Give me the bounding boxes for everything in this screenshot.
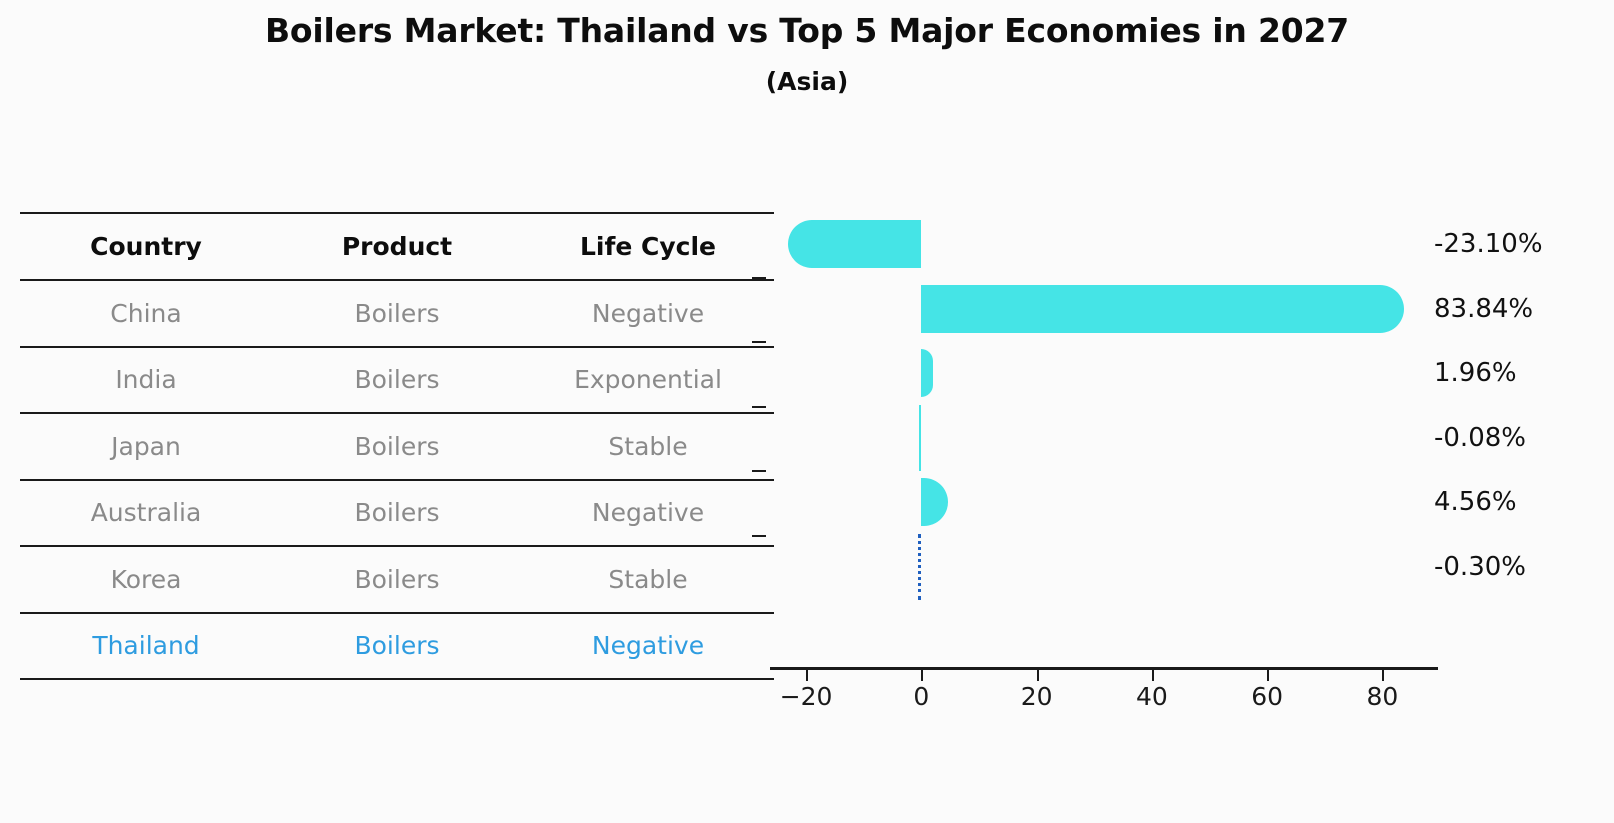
country-cell: Thailand <box>20 612 272 680</box>
x-axis-tick-label: 0 <box>913 682 930 711</box>
y-axis-tick <box>752 212 766 214</box>
bar-india[interactable] <box>921 284 1405 333</box>
product-cell: Boilers <box>272 346 522 414</box>
bar-japan[interactable] <box>921 349 933 398</box>
value-label: -0.08% <box>1434 422 1526 453</box>
x-axis-tick-label: 20 <box>1020 682 1053 711</box>
bar-australia[interactable] <box>919 404 922 471</box>
title-block: Boilers Market: Thailand vs Top 5 Major … <box>0 10 1614 96</box>
life-cycle-cell: Negative <box>522 479 774 547</box>
y-axis-tick <box>752 276 766 279</box>
bar-row <box>752 470 1440 535</box>
x-axis-tick-label: −20 <box>779 682 833 711</box>
x-axis-tick <box>921 670 924 681</box>
x-axis-tick-label: 40 <box>1135 682 1168 711</box>
value-label: 4.56% <box>1434 487 1517 517</box>
table-row: China Boilers Negative <box>20 280 774 348</box>
value-label: 1.96% <box>1434 358 1517 388</box>
country-cell: India <box>20 346 272 414</box>
bar-korea[interactable] <box>921 478 948 527</box>
country-matrix-table: Country Product Life Cycle China Boilers N… <box>20 212 774 680</box>
product-cell: Boilers <box>272 479 522 547</box>
product-cell: Boilers <box>272 612 522 680</box>
x-axis-tick <box>1036 670 1039 681</box>
bar-row <box>752 341 1440 406</box>
value-label: 83.84% <box>1434 293 1534 324</box>
bar-china[interactable] <box>788 220 922 269</box>
column-header-country: Country <box>20 212 272 281</box>
table-row: Japan Boilers Stable <box>20 413 774 481</box>
x-axis-tick <box>1151 670 1154 681</box>
life-cycle-cell: Exponential <box>522 346 774 414</box>
bar-row <box>752 404 1440 471</box>
product-cell: Boilers <box>272 546 522 614</box>
y-axis-tick <box>752 341 766 343</box>
bar-row <box>752 533 1440 600</box>
x-axis-line <box>770 667 1438 670</box>
country-cell: Korea <box>20 546 272 614</box>
column-header-product: Product <box>272 212 522 281</box>
life-cycle-cell: Negative <box>522 612 774 680</box>
x-axis-tick <box>1382 670 1385 681</box>
product-cell: Boilers <box>272 280 522 348</box>
matrix-table: Country Product Life Cycle China Boilers N… <box>20 212 774 680</box>
x-axis-tick-label: 60 <box>1251 682 1284 711</box>
value-label: -0.30% <box>1434 551 1526 582</box>
value-label-column: -23.10% 83.84% 1.96% -0.08% 4.56% -0.30% <box>1434 212 1614 599</box>
table-row: India Boilers Exponential <box>20 346 774 414</box>
bar-row <box>752 276 1440 342</box>
table-header-row: Country Product Life Cycle <box>20 212 774 281</box>
life-cycle-cell: Stable <box>522 546 774 614</box>
x-axis-tick-label: 80 <box>1366 682 1399 711</box>
country-cell: Australia <box>20 479 272 547</box>
page-title: Boilers Market: Thailand vs Top 5 Major … <box>264 11 1350 50</box>
y-axis-tick <box>752 534 766 537</box>
country-cell: China <box>20 280 272 348</box>
y-axis-tick <box>752 470 766 472</box>
table-body: China Boilers Negative India Boilers Exponent… <box>20 280 774 680</box>
column-header-life-cycle: Life Cycle <box>522 212 774 281</box>
table-row: Thailand Boilers Negative <box>20 612 774 680</box>
table-row: Australia Boilers Negative <box>20 479 774 547</box>
life-cycle-cell: Stable <box>522 413 774 481</box>
x-axis-tick <box>806 670 809 681</box>
bar-thailand[interactable] <box>918 533 922 600</box>
y-axis-tick <box>752 405 766 408</box>
page-subtitle: (Asia) <box>765 67 849 97</box>
country-cell: Japan <box>20 413 272 481</box>
x-axis-tick <box>1267 670 1270 681</box>
product-cell: Boilers <box>272 413 522 481</box>
table-row: Korea Boilers Stable <box>20 546 774 614</box>
value-label: -23.10% <box>1434 229 1543 259</box>
life-cycle-cell: Negative <box>522 280 774 348</box>
plot-area <box>752 212 1440 687</box>
bar-chart: −20 0 20 40 60 80 <box>752 212 1440 711</box>
bar-row <box>752 212 1440 277</box>
